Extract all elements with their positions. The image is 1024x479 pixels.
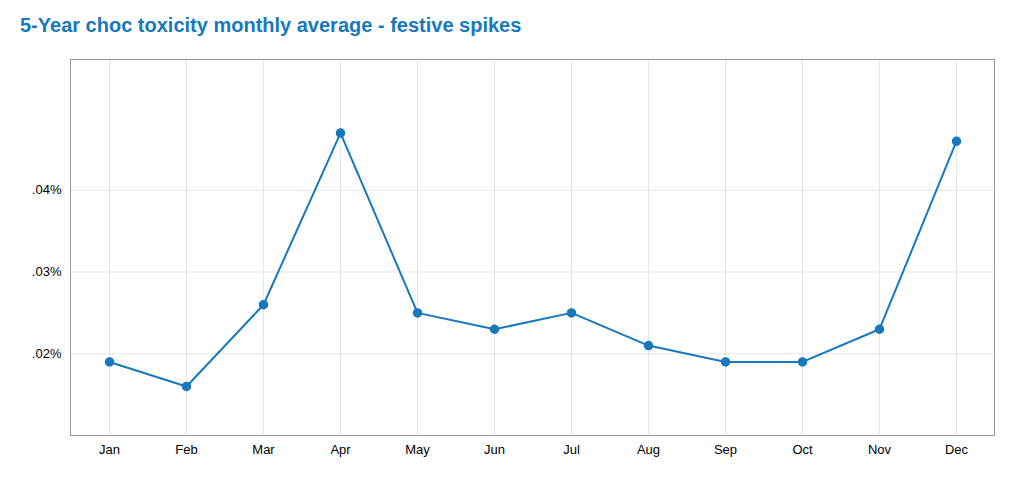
svg-text:.02%: .02% [32,346,62,361]
svg-text:Jul: Jul [563,442,580,457]
svg-text:Dec: Dec [945,442,969,457]
svg-text:Aug: Aug [637,442,660,457]
svg-text:.03%: .03% [32,264,62,279]
svg-text:Jan: Jan [99,442,120,457]
svg-text:May: May [405,442,430,457]
svg-text:Feb: Feb [175,442,197,457]
svg-text:Apr: Apr [330,442,351,457]
svg-text:Mar: Mar [252,442,275,457]
svg-text:Sep: Sep [714,442,737,457]
svg-text:Oct: Oct [792,442,813,457]
html-text:5-Year choc toxicity monthly a: 5-Year choc toxicity monthly average - f… [20,14,522,36]
svg-text:Nov: Nov [868,442,892,457]
svg-text:.04%: .04% [32,182,62,197]
svg-text:Jun: Jun [484,442,505,457]
